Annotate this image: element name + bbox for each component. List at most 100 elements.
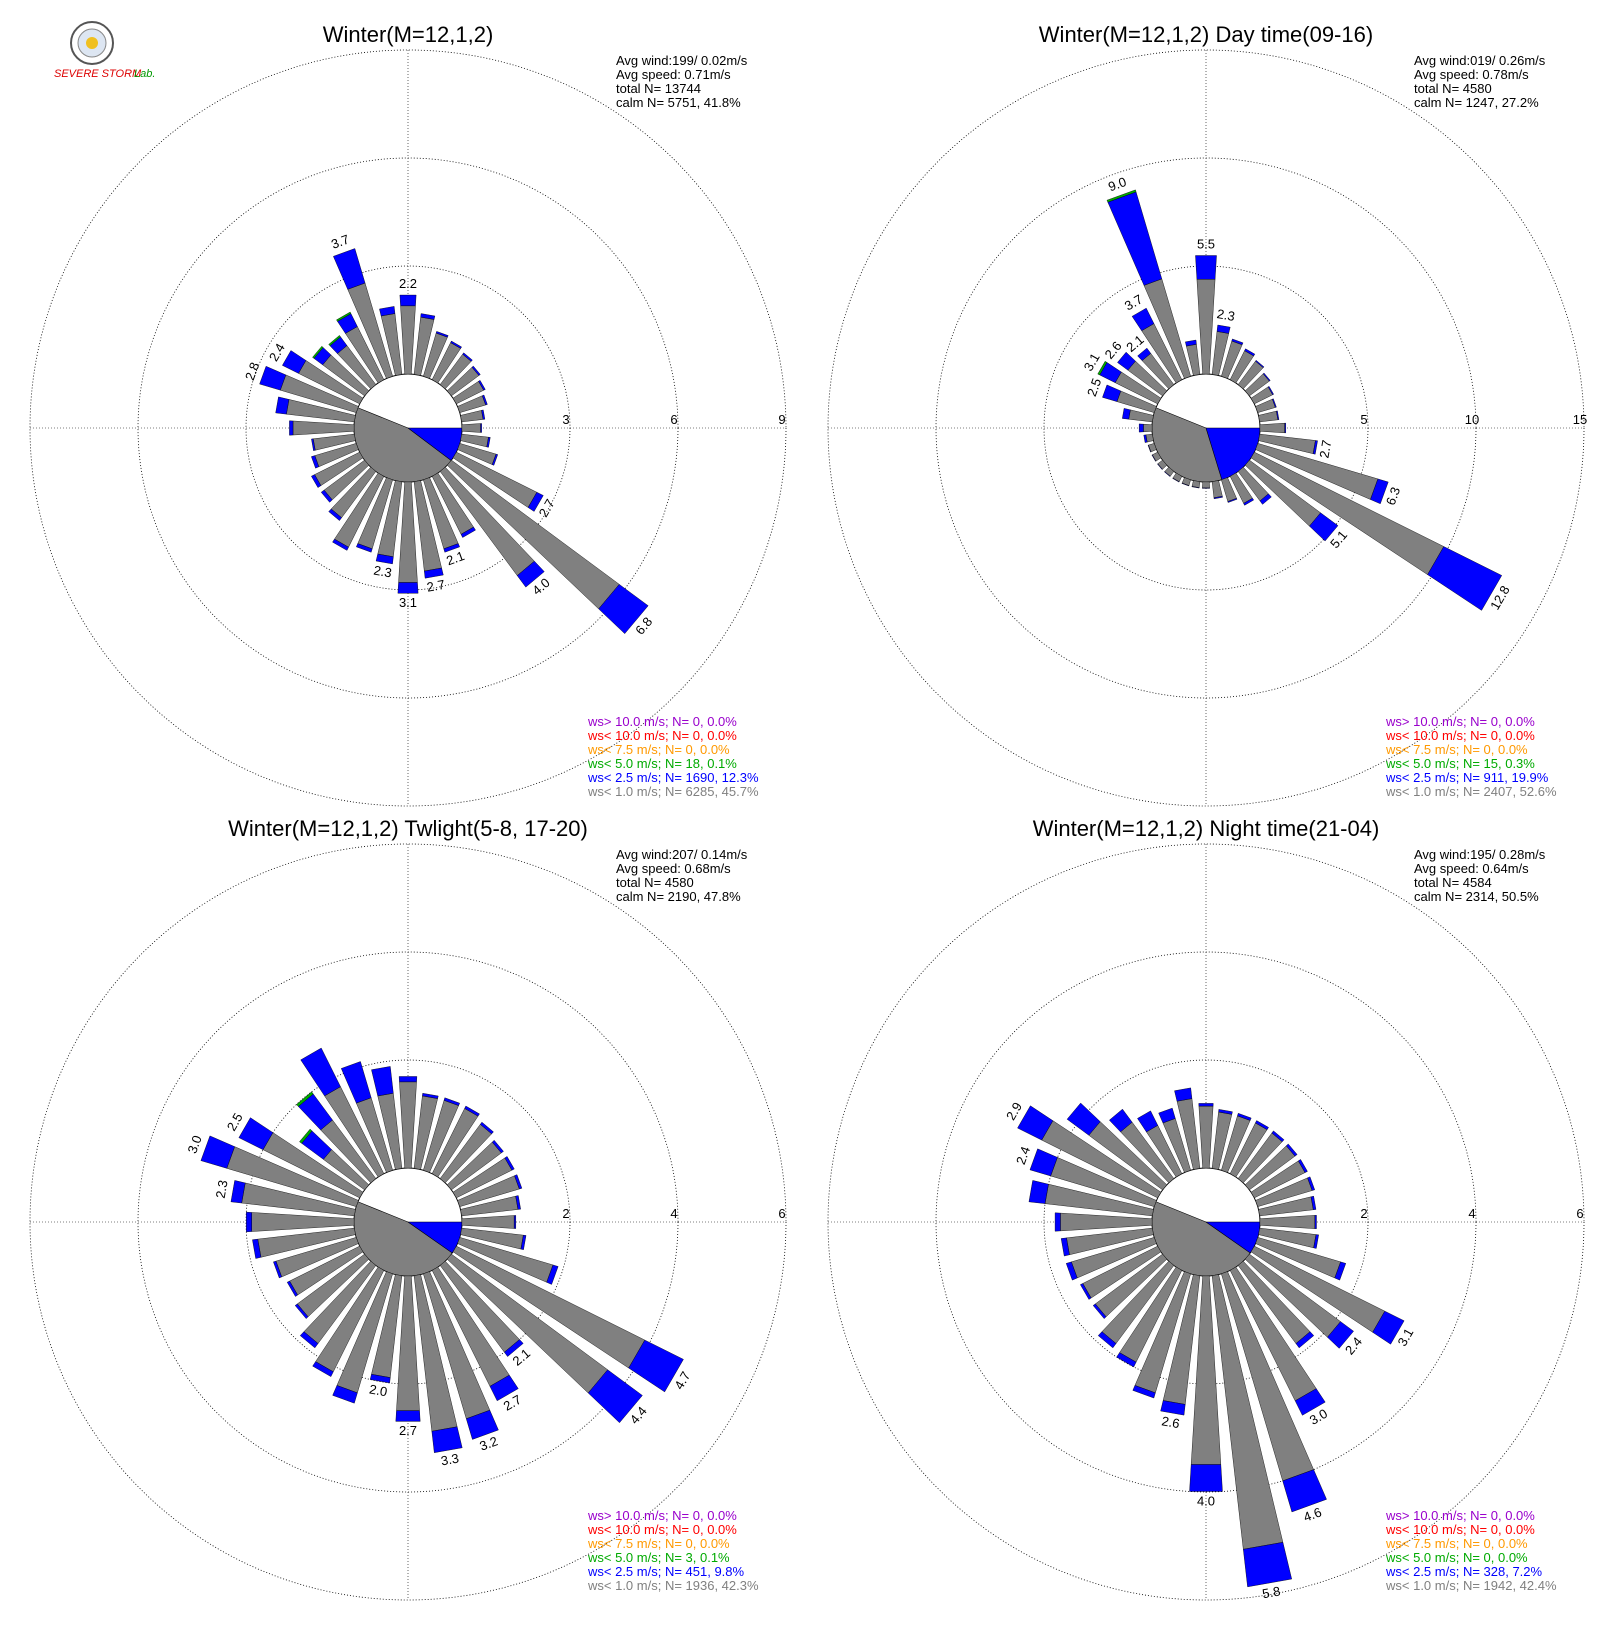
bar-segment-lt5 [336, 311, 352, 322]
bar-segment-lt5 [299, 1128, 313, 1144]
stat-line: Avg speed: 0.78m/s [1414, 67, 1529, 82]
bar-segment-lt2_5 [299, 1331, 319, 1349]
bar-segment-lt2_5 [513, 1215, 516, 1229]
legend-entry: ws< 5.0 m/s; N= 0, 0.0% [1385, 1550, 1528, 1565]
bar-value-label: 3.1 [1081, 350, 1103, 373]
bar-segment-lt2_5 [1272, 398, 1277, 408]
bar-segment-lt2_5 [466, 1409, 499, 1440]
bar-segment-lt5 [328, 335, 341, 347]
bar-segment-lt2_5 [478, 380, 486, 391]
bar-segment-lt2_5 [1029, 1148, 1058, 1177]
bar-segment-lt2_5 [1309, 512, 1339, 542]
bar-segment-lt2_5 [1131, 307, 1155, 332]
bar-segment-lt2_5 [587, 1369, 643, 1424]
bar-value-label: 2.5 [1084, 376, 1104, 398]
stat-line: calm N= 1247, 27.2% [1414, 95, 1539, 110]
severe-storm-lab-logo: SEVERE STORM Lab. [54, 21, 155, 80]
wind-rose-panel-4: Winter(M=12,1,2) Night time(21-04)2 4 63.1… [827, 816, 1585, 1601]
bar-segment-lt2_5 [520, 1234, 527, 1250]
bar-value-label: 2.4 [266, 341, 288, 364]
bar-segment-lt2_5 [311, 438, 316, 451]
bar-segment-lt2_5 [1237, 1113, 1252, 1121]
bar-value-label: 2.0 [368, 1381, 388, 1399]
bar-value-label: 2.8 [242, 360, 262, 382]
bar-segment-lt2_5 [471, 365, 481, 376]
wind-rose-panel-2: Winter(M=12,1,2) Day time(09-16) 5 10 15 5.5… [827, 22, 1587, 807]
bar-segment-lt2_5 [515, 1195, 521, 1210]
bar-segment-lt1 [461, 423, 481, 433]
bar-segment-lt2_5 [504, 1156, 515, 1171]
bar-segment-lt2_5 [1227, 498, 1238, 503]
bar-segment-lt2_5 [424, 567, 444, 579]
legend-entry: ws< 1.0 m/s; N= 1936, 42.3% [587, 1578, 759, 1593]
bar-segment-lt2_5 [462, 352, 473, 362]
bar-value-label: 2.6 [1160, 1413, 1180, 1431]
bar-segment-lt2_5 [1102, 384, 1122, 402]
bar-segment-lt2_5 [1017, 1105, 1054, 1141]
legend-entry: ws< 5.0 m/s; N= 15, 0.3% [1385, 756, 1535, 771]
bar-segment-lt2_5 [1271, 1130, 1285, 1142]
stat-line: total N= 4580 [1414, 81, 1492, 96]
legend-entry: ws< 2.5 m/s; N= 451, 9.8% [587, 1564, 745, 1579]
bar-segment-lt2_5 [1243, 497, 1254, 506]
legend-entry: ws< 7.5 m/s; N= 0, 0.0% [587, 742, 730, 757]
range-ring [827, 49, 1585, 807]
bar-value-label: 3.7 [329, 232, 351, 252]
bar-segment-lt2_5 [259, 366, 287, 391]
bar-segment-lt2_5 [356, 543, 373, 553]
bar-value-label: 2.3 [213, 1179, 231, 1199]
range-ring [29, 49, 787, 807]
bar-segment-lt2_5 [1231, 338, 1244, 346]
bar-value-label: 3.7 [1122, 291, 1145, 313]
bar-segment-lt2_5 [1132, 1385, 1156, 1399]
bar-segment-lt2_5 [479, 1121, 494, 1135]
stat-line: calm N= 2190, 47.8% [616, 889, 741, 904]
bar-segment-lt2_5 [1218, 1109, 1233, 1115]
bar-segment-lt2_5 [516, 560, 545, 588]
bar-segment-lt2_5 [1147, 444, 1152, 453]
bar-value-label: 2.3 [372, 563, 392, 581]
bar-segment-lt2_5 [238, 1117, 274, 1150]
bar-segment-lt2_5 [311, 474, 322, 488]
bar-value-label: 2.3 [1216, 306, 1236, 324]
wind-rose-panel-3: Winter(M=12,1,2) Twlight(5-8, 17-20)2 4 64… [29, 816, 787, 1601]
bar-segment-lt2_5 [1259, 493, 1272, 505]
bar-segment-lt2_5 [1295, 1331, 1315, 1349]
bar-segment-lt2_5 [1107, 191, 1163, 286]
bar-segment-lt2_5 [371, 1066, 394, 1097]
bar-segment-lt2_5 [1314, 1215, 1317, 1229]
bar-segment-lt2_5 [422, 1092, 439, 1099]
ring-label: 3 [562, 412, 569, 427]
bar-segment-lt2_5 [1116, 1352, 1137, 1368]
range-ring [29, 843, 787, 1601]
bar-segment-lt2_5 [1060, 1237, 1070, 1257]
bar-value-label: 4.6 [1301, 1504, 1323, 1524]
bar-segment-lt1 [292, 420, 355, 436]
bar-value-label: 2.7 [426, 577, 446, 595]
bar-segment-lt2_5 [1298, 1159, 1308, 1173]
stat-line: Avg speed: 0.64m/s [1414, 861, 1529, 876]
bar-segment-lt2_5 [1122, 408, 1131, 420]
ring-label: 6 [1576, 1206, 1583, 1221]
bar-segment-lt2_5 [369, 1374, 391, 1384]
ring-label: 6 [778, 1206, 785, 1221]
bar-segment-lt5 [1097, 360, 1108, 376]
stat-line: total N= 4584 [1414, 875, 1492, 890]
bar-segment-lt2_5 [1255, 1120, 1269, 1130]
bar-segment-lt2_5 [1312, 440, 1318, 455]
bar-value-label: 3.2 [478, 1433, 500, 1453]
bar-segment-lt2_5 [1189, 1464, 1223, 1492]
wind-rose-panel-1: Winter(M=12,1,2)3 6 92.22.76.84.02.12.73.1… [29, 22, 787, 807]
bar-segment-lt2_5 [1160, 1400, 1186, 1416]
bar-segment-lt2_5 [1172, 477, 1180, 483]
legend-entry: ws< 7.5 m/s; N= 0, 0.0% [1385, 742, 1528, 757]
bar-segment-lt2_5 [1276, 410, 1280, 421]
bar-segment-lt2_5 [1066, 1102, 1101, 1136]
bar-segment-lt2_5 [1137, 347, 1152, 361]
panel-title: Winter(M=12,1,2) [323, 22, 494, 47]
bar-segment-lt2_5 [1143, 434, 1148, 443]
legend-entry: ws< 1.0 m/s; N= 2407, 52.6% [1385, 784, 1557, 799]
legend-entry: ws< 2.5 m/s; N= 911, 19.9% [1385, 770, 1549, 785]
bar-segment-lt2_5 [1198, 1103, 1214, 1107]
